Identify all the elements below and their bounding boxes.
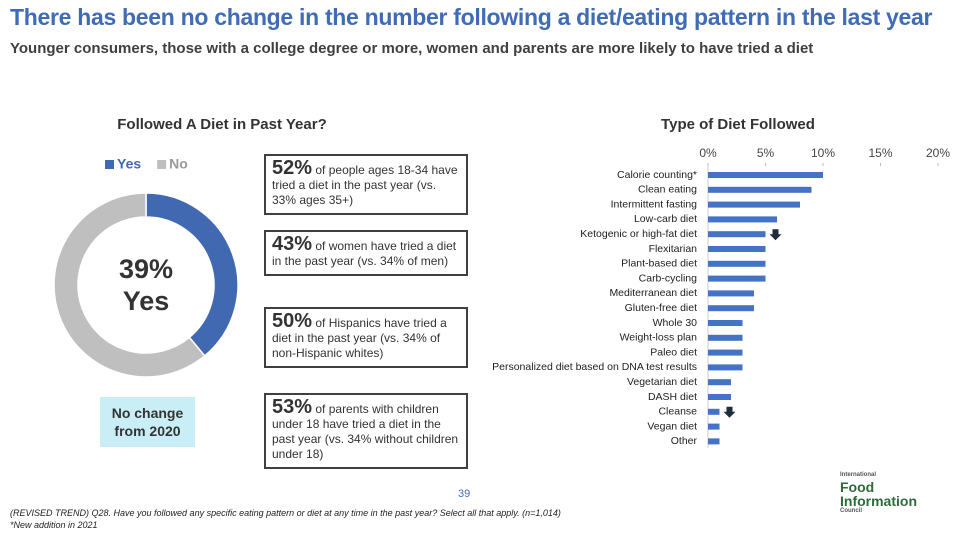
logo-text: Information bbox=[840, 493, 917, 509]
bar bbox=[708, 260, 766, 267]
category-label: Intermittent fasting bbox=[611, 198, 698, 210]
x-tick-label: 5% bbox=[757, 146, 775, 160]
bar bbox=[708, 201, 800, 208]
category-label: Carb-cycling bbox=[639, 272, 698, 284]
bar bbox=[708, 423, 720, 430]
category-label: Plant-based diet bbox=[621, 258, 697, 270]
page-number: 39 bbox=[458, 488, 471, 500]
category-label: Vegan diet bbox=[647, 420, 697, 432]
logo-text: International bbox=[840, 472, 877, 478]
decline-arrow bbox=[769, 229, 782, 241]
category-label: Mediterranean diet bbox=[609, 287, 697, 299]
category-label: Gluten-free diet bbox=[625, 302, 697, 314]
bar bbox=[708, 349, 743, 356]
category-label: Ketogenic or high-fat diet bbox=[580, 228, 697, 240]
logo-text: Council bbox=[840, 508, 862, 514]
category-label: Clean eating bbox=[638, 184, 697, 196]
callout-box: 52% of people ages 18-34 have tried a di… bbox=[264, 154, 468, 215]
bar bbox=[708, 334, 743, 341]
x-tick-label: 10% bbox=[811, 146, 835, 160]
footnote: (REVISED TREND) Q28. Have you followed a… bbox=[10, 508, 561, 518]
subtitle: Younger consumers, those with a college … bbox=[10, 40, 814, 57]
center-label: 39% bbox=[119, 254, 173, 284]
footnote: *New addition in 2021 bbox=[10, 520, 98, 530]
category-label: Personalized diet based on DNA test resu… bbox=[492, 361, 697, 373]
category-label: Weight-loss plan bbox=[620, 332, 698, 344]
bar bbox=[708, 305, 754, 312]
bar bbox=[708, 438, 720, 445]
bar bbox=[708, 186, 812, 193]
bar bbox=[708, 216, 777, 223]
legend-label: Yes bbox=[117, 156, 141, 172]
bar bbox=[708, 408, 720, 415]
callout-stat: 43% bbox=[272, 233, 313, 255]
title: There has been no change in the number f… bbox=[10, 4, 933, 30]
bar bbox=[708, 320, 743, 326]
chart-title: Type of Diet Followed bbox=[661, 116, 815, 133]
callout-stat: 53% bbox=[272, 396, 313, 418]
callout-text: of women have tried a diet in the past y… bbox=[272, 239, 457, 268]
category-label: Vegetarian diet bbox=[627, 376, 697, 388]
callout-text: of people ages 18-34 have tried a diet i… bbox=[272, 163, 458, 207]
chart-title: Followed A Diet in Past Year? bbox=[117, 116, 327, 133]
center-sublabel: Yes bbox=[123, 286, 170, 316]
callout-stat: 50% bbox=[272, 310, 313, 332]
callout-box: 53% of parents with children under 18 ha… bbox=[264, 393, 468, 469]
category-label: Other bbox=[671, 435, 698, 447]
category-label: Flexitarian bbox=[649, 243, 698, 255]
note-box: No change from 2020 bbox=[100, 397, 195, 447]
decline-arrow bbox=[723, 406, 736, 418]
callout-box: 50% of Hispanics have tried a diet in th… bbox=[264, 307, 468, 368]
category-label: Calorie counting* bbox=[617, 169, 697, 181]
callout-box: 43% of women have tried a diet in the pa… bbox=[264, 230, 468, 276]
legend-label: No bbox=[169, 156, 188, 172]
bar bbox=[708, 394, 731, 400]
x-tick-label: 0% bbox=[699, 146, 717, 160]
bar bbox=[708, 290, 754, 297]
x-tick-label: 20% bbox=[926, 146, 950, 160]
category-label: DASH diet bbox=[648, 391, 697, 403]
bar bbox=[708, 364, 743, 371]
category-label: Low-carb diet bbox=[634, 213, 697, 225]
bar bbox=[708, 172, 823, 178]
callout-text: of parents with children under 18 have t… bbox=[272, 402, 459, 461]
category-label: Whole 30 bbox=[653, 317, 698, 329]
x-tick-label: 15% bbox=[868, 146, 892, 160]
bar bbox=[708, 231, 766, 238]
legend-swatch bbox=[105, 160, 114, 169]
bar bbox=[708, 275, 766, 282]
bar bbox=[708, 246, 766, 252]
note-text: No change from 2020 bbox=[111, 405, 184, 439]
category-label: Cleanse bbox=[658, 406, 697, 418]
bar bbox=[708, 379, 731, 386]
donut-segment bbox=[53, 192, 206, 378]
logo-text: Food bbox=[840, 479, 875, 495]
callout-stat: 52% bbox=[272, 157, 313, 179]
category-label: Paleo diet bbox=[650, 346, 697, 358]
legend-swatch bbox=[157, 160, 167, 169]
callout-text: of Hispanics have tried a diet in the pa… bbox=[272, 316, 447, 360]
